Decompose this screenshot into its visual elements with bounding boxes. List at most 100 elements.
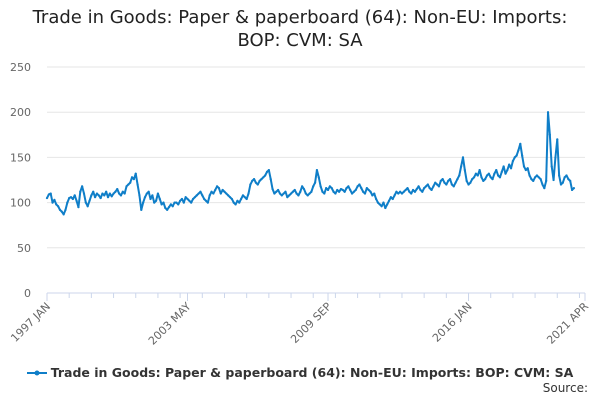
data-point[interactable] (387, 199, 391, 202)
data-point[interactable] (206, 201, 209, 204)
data-point[interactable] (546, 111, 550, 114)
data-point[interactable] (471, 178, 474, 181)
data-point[interactable] (95, 192, 99, 195)
data-point[interactable] (389, 196, 392, 199)
data-point[interactable] (82, 192, 86, 195)
data-point[interactable] (169, 203, 172, 206)
data-point[interactable] (415, 187, 418, 191)
data-point[interactable] (393, 194, 396, 197)
data-point[interactable] (478, 168, 481, 172)
data-point[interactable] (284, 190, 287, 193)
data-point[interactable] (439, 179, 442, 182)
data-point[interactable] (448, 178, 452, 181)
data-point[interactable] (489, 176, 492, 179)
data-point[interactable] (151, 194, 154, 197)
data-point[interactable] (426, 183, 429, 186)
data-point[interactable] (193, 196, 196, 199)
data-point[interactable] (554, 156, 557, 159)
data-point[interactable] (289, 192, 293, 195)
data-point[interactable] (219, 192, 222, 195)
data-point[interactable] (112, 192, 115, 195)
data-point[interactable] (58, 208, 62, 211)
data-point[interactable] (569, 179, 572, 182)
data-point[interactable] (532, 179, 535, 182)
data-point[interactable] (167, 206, 171, 209)
data-point[interactable] (312, 185, 315, 188)
data-point[interactable] (419, 188, 422, 192)
data-point[interactable] (423, 187, 426, 190)
data-point[interactable] (201, 194, 204, 197)
data-point[interactable] (223, 190, 226, 193)
data-point[interactable] (362, 190, 365, 193)
data-point[interactable] (526, 167, 529, 170)
data-point[interactable] (341, 188, 344, 192)
data-point[interactable] (51, 201, 54, 204)
data-point[interactable] (132, 178, 135, 181)
data-point[interactable] (249, 183, 252, 186)
data-point[interactable] (265, 170, 269, 173)
data-point[interactable] (376, 201, 380, 204)
data-point[interactable] (106, 196, 110, 199)
data-point[interactable] (504, 172, 507, 175)
data-point[interactable] (71, 197, 74, 201)
data-point[interactable] (262, 176, 265, 179)
data-point[interactable] (238, 201, 241, 204)
data-point[interactable] (251, 179, 254, 182)
data-point[interactable] (384, 206, 387, 210)
data-point[interactable] (432, 185, 435, 188)
data-point[interactable] (521, 154, 524, 157)
data-point[interactable] (114, 190, 117, 193)
data-point[interactable] (371, 194, 374, 197)
data-point[interactable] (400, 192, 404, 195)
data-point[interactable] (410, 192, 413, 195)
data-point[interactable] (328, 185, 331, 188)
data-point[interactable] (243, 196, 246, 199)
data-point[interactable] (397, 192, 400, 195)
data-point[interactable] (121, 190, 124, 193)
data-point[interactable] (522, 165, 526, 168)
data-point[interactable] (513, 156, 516, 159)
data-point[interactable] (524, 168, 527, 172)
data-point[interactable] (129, 181, 132, 184)
data-point[interactable] (498, 176, 502, 179)
data-point[interactable] (60, 210, 63, 213)
data-point[interactable] (339, 187, 343, 191)
data-point[interactable] (338, 190, 341, 193)
legend[interactable]: Trade in Goods: Paper & paperboard (64):… (0, 364, 600, 380)
data-point[interactable] (456, 178, 459, 181)
data-point[interactable] (191, 197, 195, 201)
data-point[interactable] (334, 192, 337, 195)
data-point[interactable] (350, 192, 354, 195)
data-point[interactable] (93, 196, 97, 199)
data-point[interactable] (162, 201, 165, 204)
data-point[interactable] (413, 190, 417, 193)
data-point[interactable] (182, 201, 185, 204)
data-point[interactable] (317, 176, 320, 179)
data-point[interactable] (164, 206, 167, 210)
data-point[interactable] (487, 172, 490, 175)
data-point[interactable] (293, 188, 296, 192)
data-point[interactable] (127, 183, 130, 186)
data-point[interactable] (252, 178, 256, 181)
data-point[interactable] (493, 172, 496, 175)
data-point[interactable] (295, 192, 298, 195)
data-point[interactable] (519, 142, 522, 145)
data-point[interactable] (134, 172, 137, 175)
data-point[interactable] (230, 197, 233, 201)
data-point[interactable] (467, 183, 470, 186)
data-point[interactable] (358, 183, 361, 186)
data-point[interactable] (437, 185, 441, 188)
data-point[interactable] (386, 203, 389, 206)
data-point[interactable] (463, 168, 466, 172)
data-point[interactable] (280, 194, 283, 197)
data-point[interactable] (204, 199, 208, 202)
data-point[interactable] (565, 174, 568, 177)
data-point[interactable] (215, 185, 219, 188)
data-point[interactable] (530, 178, 533, 181)
data-point[interactable] (545, 179, 548, 182)
data-point[interactable] (360, 187, 363, 190)
data-point[interactable] (105, 190, 108, 193)
data-point[interactable] (143, 196, 147, 199)
data-point[interactable] (188, 199, 191, 202)
data-point[interactable] (570, 188, 574, 192)
